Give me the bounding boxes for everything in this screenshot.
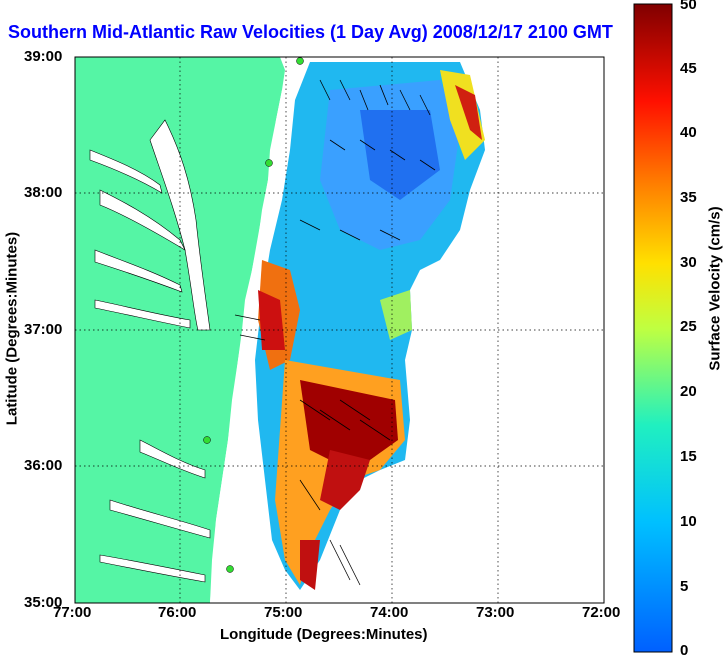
map-title: Southern Mid-Atlantic Raw Velocities (1 … <box>8 22 613 42</box>
colorbar-tick: 50 <box>680 0 697 13</box>
stations <box>203 57 304 573</box>
station-marker <box>226 565 234 573</box>
colorbar-tick: 5 <box>680 578 689 595</box>
x-axis-label: Longitude (Degrees:Minutes) <box>220 626 428 643</box>
y-tick-label: 38:00 <box>24 184 63 201</box>
y-axis-label: Latitude (Degrees:Minutes) <box>3 231 21 426</box>
map-frame <box>74 56 605 604</box>
colorbar-tick: 40 <box>680 124 697 141</box>
colorbar-tick: 0 <box>680 642 689 659</box>
station-marker <box>296 57 304 65</box>
x-tick-label: 74:00 <box>370 604 409 621</box>
colorbar-label: Surface Velocity (cm/s) <box>706 206 724 371</box>
colorbar-tick: 45 <box>680 60 697 77</box>
y-tick-label: 35:00 <box>24 594 63 611</box>
velocity-field <box>255 62 485 590</box>
colorbar-tick: 35 <box>680 189 697 206</box>
x-tick-label: 72:00 <box>582 604 621 621</box>
station-marker <box>203 436 211 444</box>
x-tick-label: 73:00 <box>476 604 515 621</box>
station-marker <box>265 159 273 167</box>
coastal-gap <box>210 90 290 603</box>
x-tick-label: 76:00 <box>158 604 197 621</box>
y-tick-label: 37:00 <box>24 321 63 338</box>
x-tick-label: 77:00 <box>53 604 92 621</box>
grid <box>75 57 604 603</box>
velocity-arrows <box>234 79 436 586</box>
colorbar-tick: 20 <box>680 383 697 400</box>
y-tick-label: 39:00 <box>24 48 63 65</box>
y-tick-label: 36:00 <box>24 457 63 474</box>
colorbar-tick: 10 <box>680 513 697 530</box>
colorbar-tick: 30 <box>680 254 697 271</box>
colorbar-tick: 15 <box>680 448 697 465</box>
x-tick-label: 75:00 <box>264 604 303 621</box>
colorbar-tick: 25 <box>680 318 697 335</box>
colorbar <box>633 3 673 653</box>
